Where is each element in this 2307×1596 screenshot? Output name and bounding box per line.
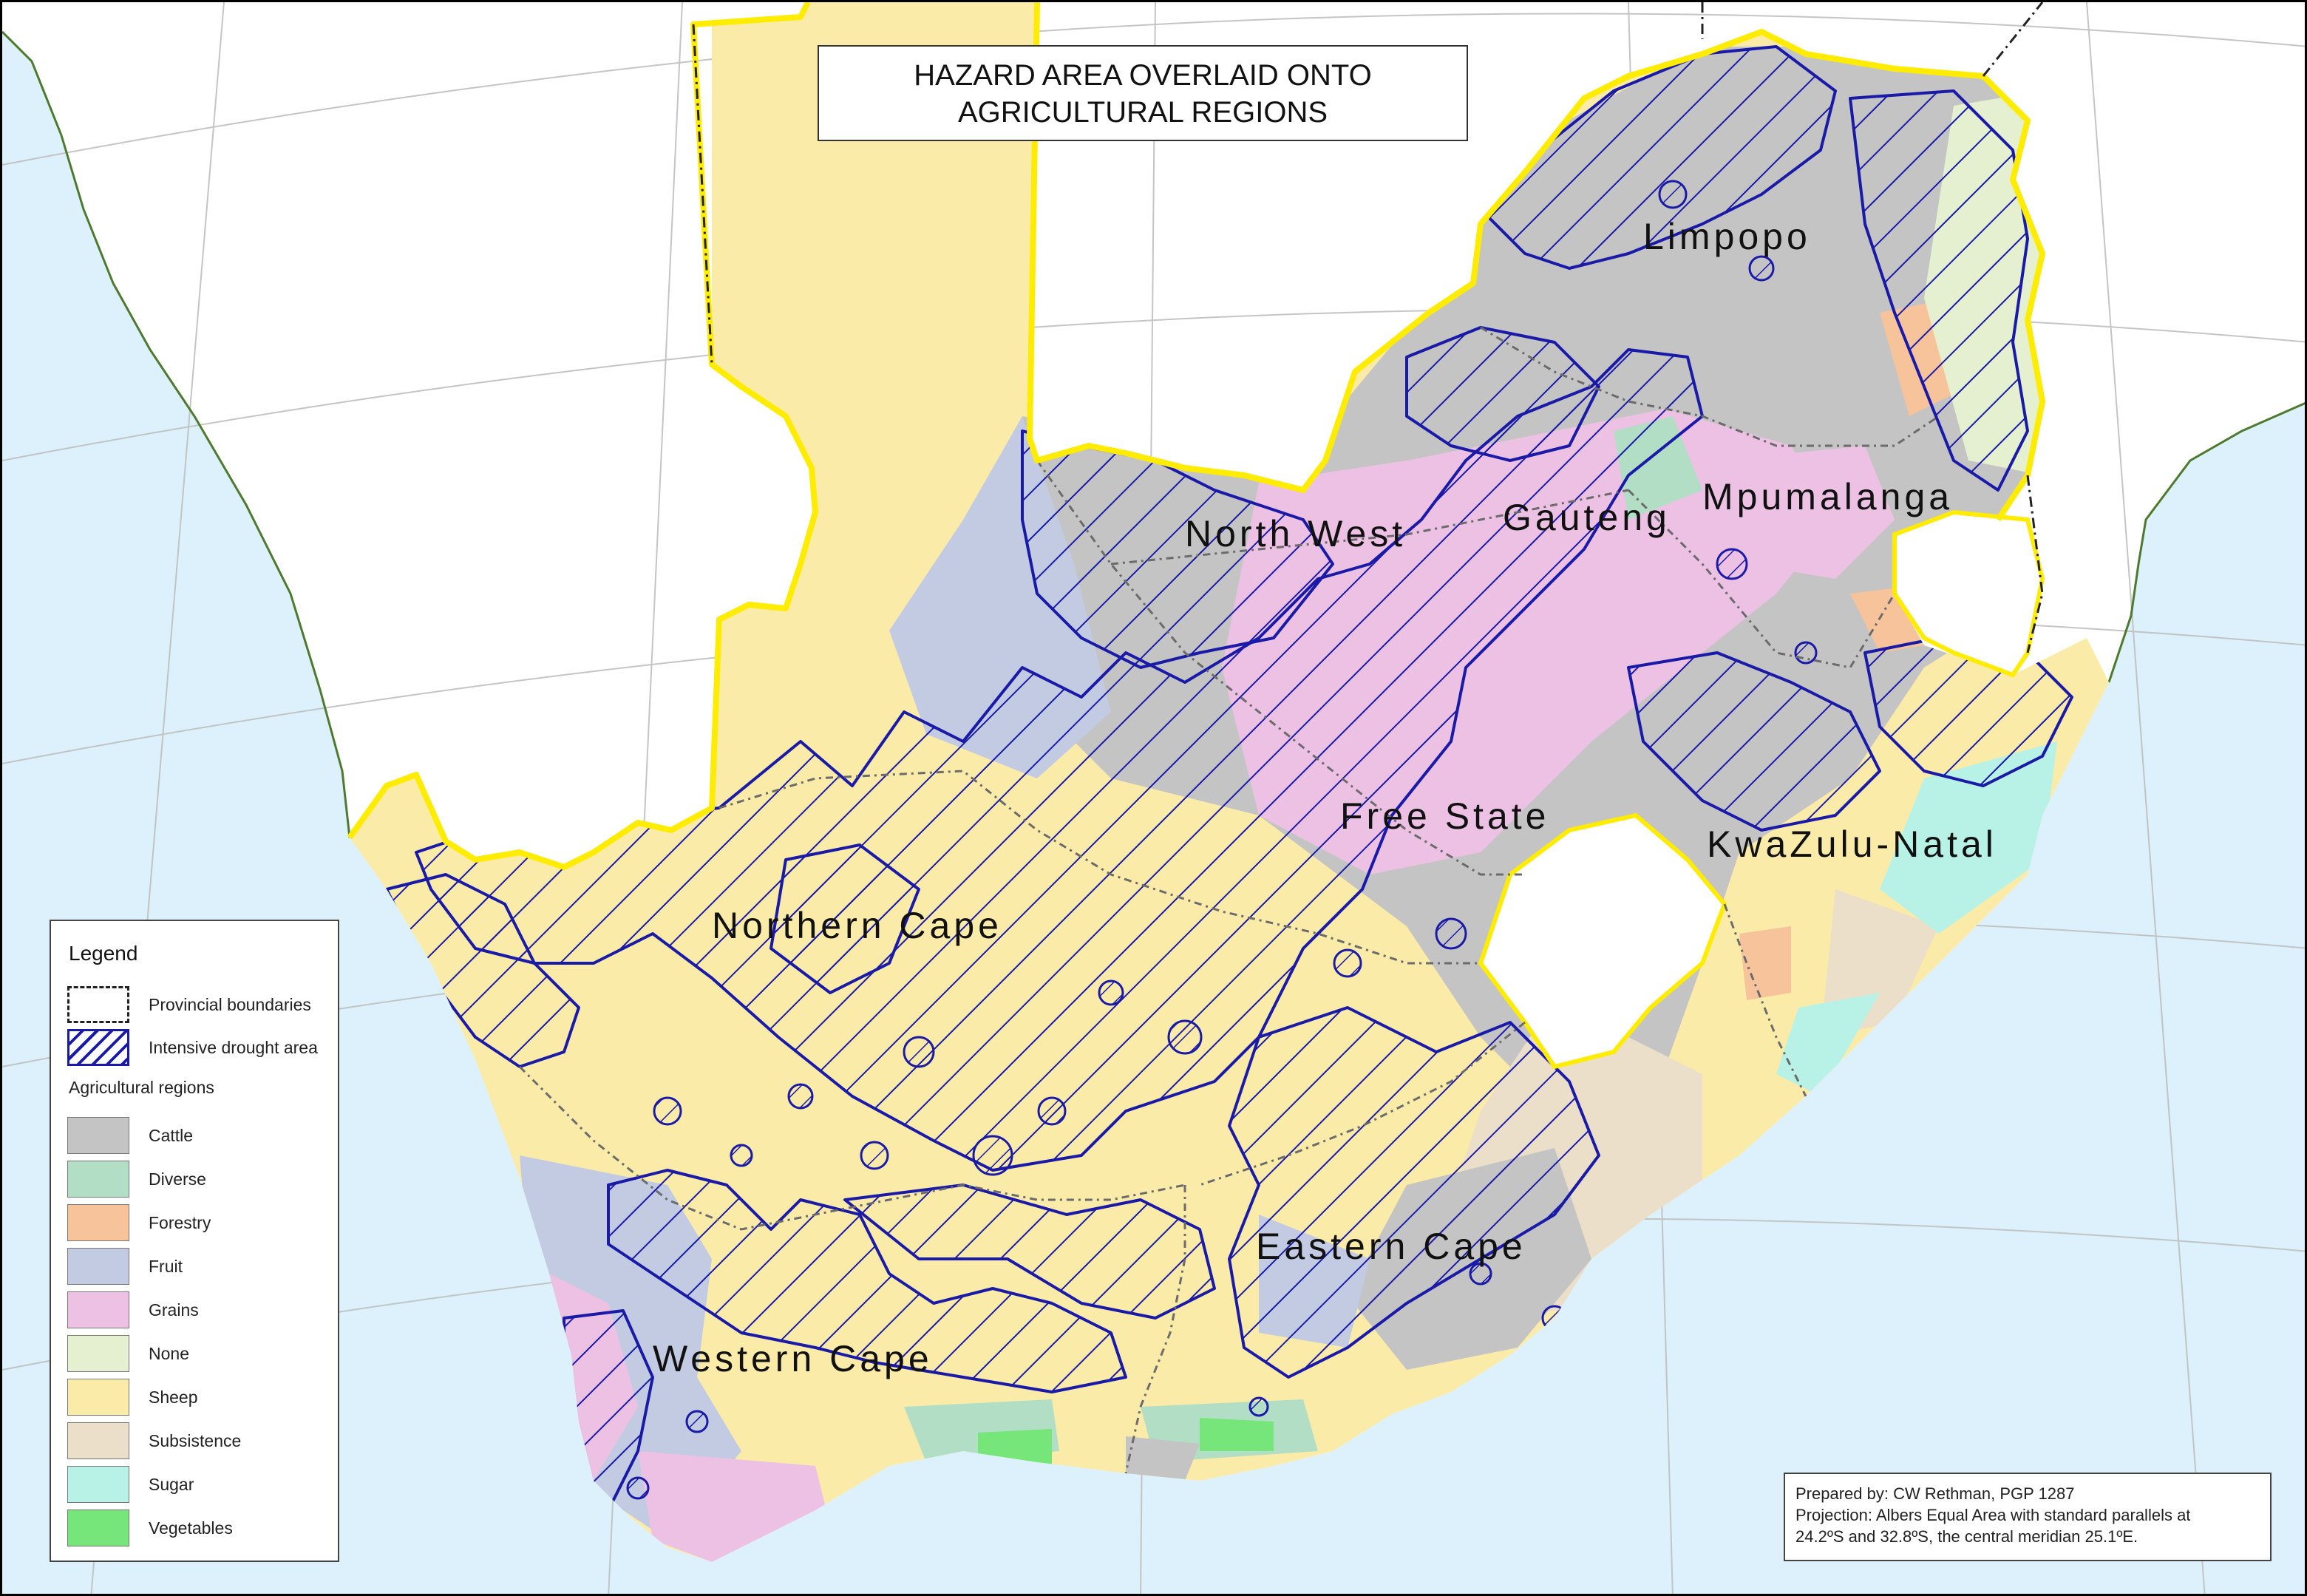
legend-subheading: Agricultural regions (69, 1078, 214, 1097)
national-boundary (347, 2, 2045, 870)
map-title-line-2: AGRICULTURAL REGIONS (957, 96, 1328, 129)
legend-label-sheep: Sheep (149, 1388, 198, 1407)
legend-row-grains: Grains (67, 1291, 333, 1328)
region-sugar-south (1776, 993, 1880, 1096)
legend-label-cattle: Cattle (149, 1126, 194, 1145)
province-label-kwazulu-natal: KwaZulu-Natal (1707, 824, 1997, 865)
credits-line-1: Prepared by: CW Rethman, PGP 1287 (1795, 1484, 2075, 1503)
legend-swatch-none (67, 1335, 129, 1372)
region-vegetables-2 (1200, 1418, 1274, 1451)
drought-area-center-south (769, 843, 920, 994)
eswatini (1892, 509, 2045, 678)
province-label-limpopo: Limpopo (1643, 216, 1811, 257)
legend-label-drought: Intensive drought area (149, 1038, 318, 1057)
province-label-mpumalanga: Mpumalanga (1702, 476, 1954, 517)
province-label-gauteng: Gauteng (1503, 497, 1671, 538)
legend-swatch-forestry (67, 1204, 129, 1241)
legend-label-vegetables: Vegetables (149, 1518, 233, 1538)
region-cattle-south (1126, 1436, 1200, 1481)
legend-label-subsistence: Subsistence (149, 1431, 242, 1450)
legend-swatch-boundary (67, 986, 129, 1023)
legend-title: Legend (69, 942, 138, 965)
legend-label-forestry: Forestry (149, 1213, 211, 1232)
province-label-northern-cape: Northern Cape (712, 905, 1002, 946)
legend-row-subsistence: Subsistence (67, 1422, 333, 1459)
coastline (2, 30, 2305, 838)
map-title-line-1: HAZARD AREA OVERLAID ONTO (914, 59, 1372, 92)
drought-area-east (1627, 651, 1881, 832)
legend-row-vegetables: Vegetables (67, 1510, 333, 1546)
legend-row-diverse: Diverse (67, 1161, 333, 1198)
lesotho (1478, 812, 1727, 1070)
legend-swatch-sheep (67, 1379, 129, 1416)
drought-area-wc (607, 1169, 1127, 1393)
credits-line-3: 24.2ºS and 32.8ºS, the central meridian … (1795, 1527, 2138, 1546)
drought-area-west-coast (385, 873, 580, 1068)
legend-label-boundary: Provincial boundaries (149, 995, 311, 1014)
legend-row-cattle: Cattle (67, 1117, 333, 1154)
province-label-free-state: Free State (1340, 795, 1550, 837)
legend-row-boundary: Provincial boundaries (67, 986, 333, 1023)
drought-area-midlands (843, 1184, 1216, 1320)
legend-swatch-fruit (67, 1248, 129, 1285)
legend-row-forestry: Forestry (67, 1204, 333, 1241)
legend-label-fruit: Fruit (149, 1257, 183, 1276)
drought-area-limpopo (1479, 45, 1837, 270)
region-sugar (1880, 741, 2057, 934)
province-label-western-cape: Western Cape (653, 1338, 933, 1379)
drought-area-limpopo-east (1849, 89, 2029, 492)
province-label-north-west: North West (1185, 513, 1407, 554)
legend-swatch-subsistence (67, 1422, 129, 1459)
credits-line-2: Projection: Albers Equal Area with stand… (1795, 1506, 2191, 1524)
map-title: HAZARD AREA OVERLAID ONTO AGRICULTURAL R… (818, 45, 1468, 141)
legend-row-none: None (67, 1335, 333, 1372)
drought-area-mpumalanga (1405, 326, 1600, 462)
credits-box: Prepared by: CW Rethman, PGP 1287 Projec… (1784, 1473, 2272, 1561)
legend-label-sugar: Sugar (149, 1475, 194, 1494)
province-label-eastern-cape: Eastern Cape (1256, 1226, 1526, 1267)
legend-row-drought: Intensive drought area (67, 1029, 333, 1066)
legend-swatch-cattle (67, 1117, 129, 1154)
legend: Legend Provincial boundaries Intensive d… (50, 920, 339, 1562)
legend-row-sheep: Sheep (67, 1379, 333, 1416)
legend-swatch-vegetables (67, 1510, 129, 1546)
legend-row-fruit: Fruit (67, 1248, 333, 1285)
legend-swatch-diverse (67, 1161, 129, 1198)
region-grains-ne (1717, 446, 1895, 579)
drought-area-ec (1228, 1006, 1600, 1379)
legend-label-grains: Grains (149, 1300, 199, 1320)
provincial-boundaries (518, 326, 1940, 1474)
legend-swatch-sugar (67, 1466, 129, 1503)
legend-label-diverse: Diverse (149, 1169, 206, 1189)
legend-swatch-drought (67, 1029, 129, 1066)
legend-label-none: None (149, 1344, 189, 1363)
legend-row-sugar: Sugar (67, 1466, 333, 1503)
legend-swatch-grains (67, 1291, 129, 1328)
region-forestry-3 (1739, 926, 1791, 1000)
ocean (2, 32, 2305, 1594)
